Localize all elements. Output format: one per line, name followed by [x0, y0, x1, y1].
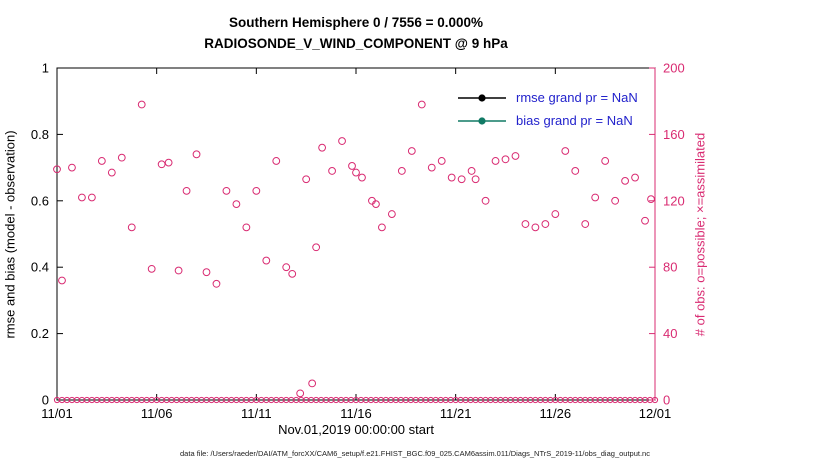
svg-text:120: 120 [663, 193, 685, 208]
title-line2: RADIOSONDE_V_WIND_COMPONENT @ 9 hPa [204, 36, 508, 51]
svg-text:40: 40 [663, 326, 677, 341]
x-axis-label: Nov.01,2019 00:00:00 start [278, 422, 434, 437]
legend-label-bias: bias grand pr = NaN [516, 113, 633, 128]
legend: rmse grand pr = NaN bias grand pr = NaN [452, 84, 642, 134]
svg-text:0: 0 [663, 393, 670, 408]
svg-text:0.2: 0.2 [31, 326, 49, 341]
right-axis-label: # of obs: o=possible; ×=assimilated [692, 132, 708, 337]
left-axis-label: rmse and bias (model - observation) [2, 130, 18, 339]
svg-text:11/11: 11/11 [241, 406, 272, 421]
legend-label-rmse: rmse grand pr = NaN [516, 90, 638, 105]
assimilated-obs-markers [53, 396, 659, 404]
x-axis-ticks: 11/01 11/06 11/11 11/16 11/21 11/26 12/01 [41, 68, 671, 421]
svg-text:0: 0 [42, 393, 49, 408]
legend-entry-bias: bias grand pr = NaN [456, 109, 638, 132]
rmse-line-marker-icon [458, 93, 506, 102]
svg-text:11/06: 11/06 [141, 406, 173, 421]
right-axis-ticks: 0 40 80 120 160 200 [649, 61, 685, 408]
left-axis-ticks: 0 0.2 0.4 0.6 0.8 1 [31, 61, 63, 408]
data-file-caption: data file: /Users/raeder/DAI/ATM_forcXX/… [180, 449, 650, 458]
svg-text:0.4: 0.4 [31, 260, 49, 275]
svg-text:0.6: 0.6 [31, 193, 49, 208]
svg-text:11/01: 11/01 [41, 406, 73, 421]
svg-text:12/01: 12/01 [639, 406, 672, 421]
possible-obs-markers [53, 100, 655, 398]
title-line1: Southern Hemisphere 0 / 7556 = 0.000% [229, 15, 483, 30]
bias-line-marker-icon [458, 116, 506, 125]
svg-text:200: 200 [663, 61, 685, 76]
svg-text:11/21: 11/21 [440, 406, 472, 421]
svg-text:11/26: 11/26 [540, 406, 572, 421]
legend-entry-rmse: rmse grand pr = NaN [456, 86, 638, 109]
plot-title: Southern Hemisphere 0 / 7556 = 0.000% RA… [57, 12, 655, 54]
svg-text:1: 1 [42, 61, 49, 76]
svg-text:11/16: 11/16 [340, 406, 372, 421]
svg-text:0.8: 0.8 [31, 127, 49, 142]
svg-text:80: 80 [663, 260, 677, 275]
svg-text:160: 160 [663, 127, 685, 142]
